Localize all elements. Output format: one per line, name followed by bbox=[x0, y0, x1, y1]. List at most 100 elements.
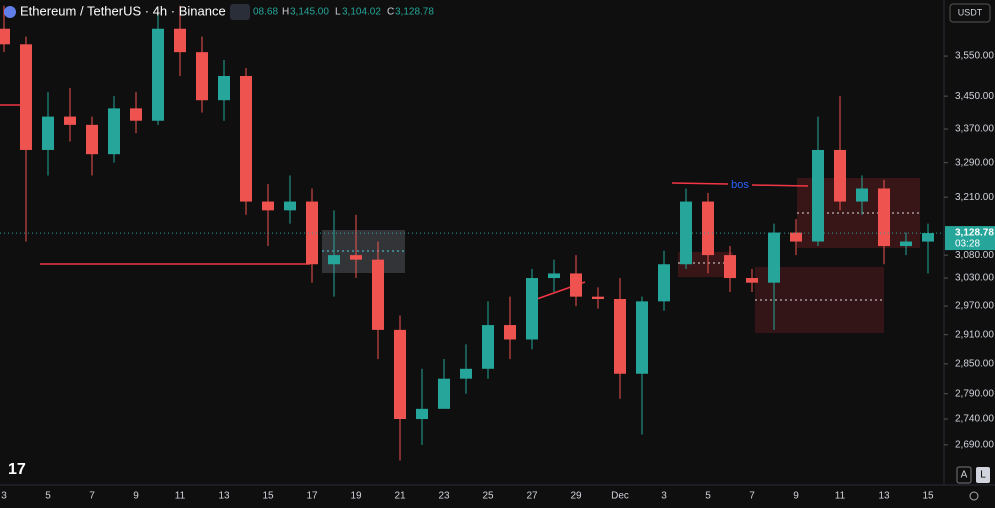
body bbox=[856, 188, 868, 202]
y-tick-label: 3,210.00 bbox=[955, 192, 994, 203]
body bbox=[548, 273, 560, 279]
body bbox=[812, 149, 824, 242]
ohlc-key: L bbox=[335, 7, 341, 18]
body bbox=[658, 264, 670, 302]
body bbox=[42, 116, 54, 150]
y-tick-label: 2,690.00 bbox=[955, 439, 994, 450]
body bbox=[416, 408, 428, 420]
x-tick-label: 5 bbox=[45, 491, 51, 502]
y-tick-label: 3,550.00 bbox=[955, 51, 994, 62]
body bbox=[86, 124, 98, 155]
y-tick-label: 3,370.00 bbox=[955, 124, 994, 135]
body bbox=[394, 329, 406, 420]
x-tick-label: 23 bbox=[438, 491, 450, 502]
auto-button[interactable] bbox=[956, 466, 972, 484]
log-button[interactable] bbox=[976, 467, 990, 483]
body bbox=[746, 278, 758, 283]
body bbox=[372, 259, 384, 330]
body bbox=[460, 368, 472, 379]
symbol: Ethereum / TetherUS · 4h · Binance bbox=[20, 3, 226, 18]
ohlc-key: H bbox=[282, 7, 289, 18]
body bbox=[504, 325, 516, 340]
price-tag-countdown: 03:28 bbox=[955, 239, 980, 250]
body bbox=[636, 301, 648, 374]
price-tag-value: 3,128.78 bbox=[955, 228, 994, 239]
body bbox=[570, 273, 582, 297]
body bbox=[724, 255, 736, 279]
body bbox=[482, 325, 494, 369]
y-tick-label: 3,080.00 bbox=[955, 250, 994, 261]
x-tick-label: 17 bbox=[306, 491, 318, 502]
x-tick-label: 3 bbox=[1, 491, 7, 502]
ohlc-low: 3,104.02 bbox=[342, 7, 381, 18]
body bbox=[526, 278, 538, 340]
y-tick-label: 2,910.00 bbox=[955, 329, 994, 340]
body bbox=[196, 52, 208, 101]
x-tick-label: 7 bbox=[749, 491, 755, 502]
collapse-button[interactable] bbox=[230, 4, 250, 20]
body bbox=[702, 201, 714, 256]
body bbox=[592, 296, 604, 300]
body bbox=[350, 255, 362, 260]
x-tick-label: 9 bbox=[133, 491, 139, 502]
x-tick-label: 15 bbox=[922, 491, 934, 502]
x-tick-label: Dec bbox=[611, 491, 629, 502]
body bbox=[240, 75, 252, 202]
bos-label: bos bbox=[731, 179, 749, 191]
body bbox=[614, 299, 626, 374]
body bbox=[900, 241, 912, 247]
bos-line bbox=[751, 184, 809, 187]
x-tick-label: 5 bbox=[705, 491, 711, 502]
ohlc-close: 3,128.78 bbox=[395, 7, 434, 18]
x-tick-label: 29 bbox=[570, 491, 582, 502]
body bbox=[108, 108, 120, 155]
auto-label[interactable]: A bbox=[961, 470, 968, 481]
y-tick-label: 3,450.00 bbox=[955, 91, 994, 102]
currency[interactable]: USDT bbox=[958, 7, 983, 17]
x-tick-label: 9 bbox=[793, 491, 799, 502]
body bbox=[130, 108, 142, 121]
x-tick-label: 25 bbox=[482, 491, 494, 502]
body bbox=[790, 232, 802, 242]
body bbox=[834, 149, 846, 202]
candles bbox=[0, 5, 934, 461]
x-tick-label: 7 bbox=[89, 491, 95, 502]
x-tick-label: 19 bbox=[350, 491, 362, 502]
body bbox=[922, 233, 934, 242]
x-tick-label: 15 bbox=[262, 491, 274, 502]
currency-button[interactable] bbox=[949, 3, 991, 23]
body bbox=[878, 188, 890, 247]
x-tick-label: 11 bbox=[175, 491, 186, 502]
x-tick-label: 13 bbox=[878, 491, 890, 502]
log-label[interactable]: L bbox=[980, 470, 986, 481]
y-tick-label: 2,970.00 bbox=[955, 301, 994, 312]
ohlc-open: 08.68 bbox=[253, 7, 278, 18]
y-tick-label: 2,850.00 bbox=[955, 359, 994, 370]
body bbox=[262, 201, 274, 211]
settings-icon[interactable] bbox=[969, 491, 979, 501]
tv-logo: 17 bbox=[8, 461, 26, 478]
body bbox=[0, 28, 10, 45]
y-tick-label: 2,740.00 bbox=[955, 414, 994, 425]
symbol-icon bbox=[4, 6, 16, 18]
body bbox=[20, 44, 32, 150]
y-tick-label: 2,790.00 bbox=[955, 388, 994, 399]
x-tick-label: 3 bbox=[661, 491, 667, 502]
body bbox=[152, 28, 164, 121]
body bbox=[438, 378, 450, 409]
ohlc-high: 3,145.00 bbox=[290, 7, 329, 18]
body bbox=[174, 28, 186, 53]
body bbox=[328, 255, 340, 265]
body bbox=[284, 201, 296, 211]
x-tick-label: 27 bbox=[526, 491, 538, 502]
x-tick-label: 21 bbox=[394, 491, 406, 502]
body bbox=[680, 201, 692, 265]
y-tick-label: 3,290.00 bbox=[955, 157, 994, 168]
price-tag bbox=[945, 226, 995, 251]
body bbox=[768, 232, 780, 283]
x-tick-label: 11 bbox=[835, 491, 846, 502]
y-tick-label: 3,030.00 bbox=[955, 273, 994, 284]
ohlc-key: C bbox=[387, 7, 394, 18]
